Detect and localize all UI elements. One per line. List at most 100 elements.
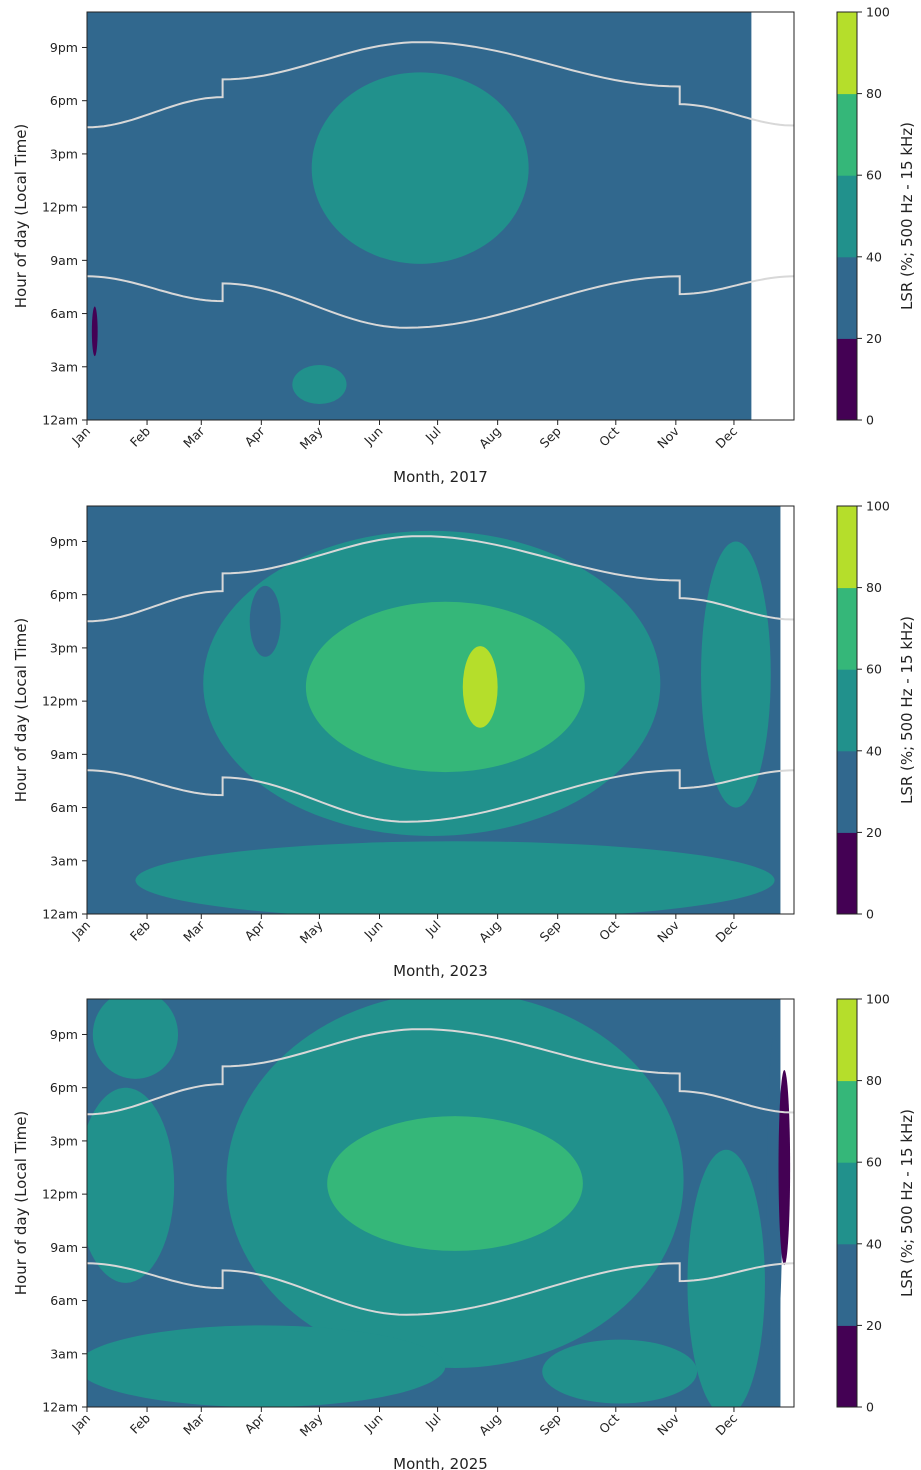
x-tick-label: Aug [476,1411,504,1439]
colorbar-frame [836,505,858,915]
x-tick-label: Feb [127,917,153,943]
colorbar-segment [837,12,857,95]
y-tick-label: 12am [42,1400,78,1415]
contour-region [87,1087,175,1283]
sunrise-line [87,769,794,823]
x-tick-label: Jun [360,918,385,943]
x-tick-label: Aug [476,918,504,946]
y-tick-label: 12pm [42,694,78,709]
x-tick-label: Jul [422,424,444,446]
x-tick-label: May [297,423,326,452]
y-tick-label: 9pm [50,40,78,55]
x-axis-label: Month, 2023 [393,962,488,980]
x-tick-label: Apr [242,423,269,450]
y-tick-label: 6am [50,1293,78,1308]
colorbar-tick-label: 40 [866,743,882,758]
colorbar-frame [836,998,858,1408]
x-tick-label: Apr [242,1410,269,1437]
colorbar-segment [837,587,857,670]
y-tick-label: 9pm [50,534,78,549]
contour-region [91,306,98,357]
colorbar-segment [837,1162,857,1245]
colorbar-tick-label: 40 [866,249,882,264]
y-tick-label: 6pm [50,93,78,108]
colorbar-segment [837,1080,857,1163]
colorbar-segment [837,832,857,915]
contour-region [249,585,281,657]
colorbar-tick-label: 0 [866,413,874,428]
contour-region [92,999,179,1079]
y-tick-label: 3am [50,853,78,868]
plot-area [87,506,794,914]
colorbar-tick-label: 100 [866,5,890,20]
x-tick-label: Oct [596,1410,622,1436]
colorbar-segment [837,669,857,752]
sunrise-line [87,1262,794,1316]
x-tick-label: Apr [242,917,269,944]
y-tick-label: 3pm [50,640,78,655]
y-tick-label: 12pm [42,200,78,215]
sunset-line [87,535,794,623]
colorbar-segment [837,999,857,1082]
colorbar-tick-label: 80 [866,86,882,101]
x-tick-label: Nov [654,423,682,451]
colorbar-tick-label: 100 [866,499,890,514]
colorbar: 0 20 40 60 80 100 LSR (%; 500 Hz - 15 kHz) [836,992,916,1415]
y-tick-label: 6pm [50,1080,78,1095]
x-axis-label: Month, 2025 [393,1455,488,1470]
colorbar-segment [837,256,857,339]
y-tick-label: 9am [50,253,78,268]
plot-frame [86,998,795,1408]
x-tick-label: Jul [422,918,444,940]
contour-region [87,1325,446,1407]
x-tick-label: Sep [537,1410,564,1437]
contour-region [135,841,775,914]
y-tick-label: 6am [50,800,78,815]
colorbar-segment [837,93,857,176]
x-tick-label: Aug [476,424,504,452]
colorbar-segment [837,1325,857,1408]
x-tick-label: Dec [712,917,740,945]
x-tick-label: May [297,1410,326,1439]
y-tick-label: 6pm [50,587,78,602]
y-axis-label: Hour of day (Local Time) [12,124,30,309]
x-tick-label: Dec [712,423,740,451]
contour-region [687,1149,765,1407]
y-axis-label: Hour of day (Local Time) [12,618,30,803]
plot-area [87,12,794,420]
colorbar-tick-label: 100 [866,992,890,1007]
contour-region [311,72,529,264]
plot-frame [86,11,795,421]
y-tick-label: 9pm [50,1027,78,1042]
contour-region [305,601,585,773]
x-tick-label: Sep [537,917,564,944]
x-tick-label: Feb [127,1410,153,1436]
colorbar-segment [837,338,857,421]
colorbar-segment [837,750,857,833]
sunset-line [87,41,794,129]
contour-region [292,365,347,405]
colorbar-tick-label: 40 [866,1236,882,1251]
contour-region [701,541,771,808]
y-tick-label: 12pm [42,1187,78,1202]
y-tick-label: 3am [50,1346,78,1361]
contour-region [778,1069,791,1266]
colorbar-segment [837,1243,857,1326]
colorbar-label: LSR (%; 500 Hz - 15 kHz) [898,1109,916,1297]
contour-region [462,646,498,728]
colorbar-segment [837,506,857,589]
x-tick-label: Mar [180,423,208,451]
y-tick-label: 9am [50,1240,78,1255]
colorbar-segment [837,175,857,258]
x-tick-label: Mar [180,1410,208,1438]
x-tick-label: Feb [127,423,153,449]
sunset-line [87,1028,794,1116]
x-tick-label: Nov [654,1410,682,1438]
x-tick-label: Oct [596,423,622,449]
sunrise-line [87,275,794,329]
y-axis-label: Hour of day (Local Time) [12,1111,30,1296]
colorbar: 0 20 40 60 80 100 LSR (%; 500 Hz - 15 kHz) [836,499,916,922]
colorbar-label: LSR (%; 500 Hz - 15 kHz) [898,122,916,310]
